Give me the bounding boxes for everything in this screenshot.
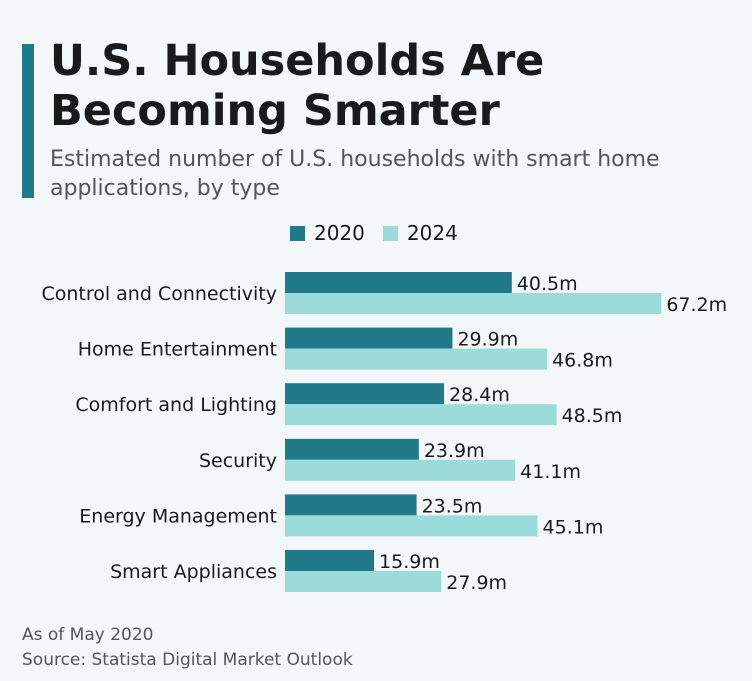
category-label-control-and-connectivity: Control and Connectivity: [41, 283, 277, 305]
legend-swatch-2024: [382, 225, 398, 241]
bar-2024-control-and-connectivity: [285, 293, 662, 314]
category-label-smart-appliances: Smart Appliances: [110, 561, 277, 583]
legend-label-2024: 2024: [406, 221, 458, 245]
value-label-2024-comfort-and-lighting: 48.5m: [562, 405, 623, 427]
value-label-2024-control-and-connectivity: 67.2m: [666, 294, 727, 316]
bar-2020-security: [285, 438, 419, 460]
bar-2024-comfort-and-lighting: [285, 404, 557, 426]
legend-swatch-2020: [290, 225, 305, 241]
chart-legend: 2020 2024: [290, 221, 458, 245]
value-label-2020-control-and-connectivity: 40.5m: [517, 273, 578, 295]
value-label-2024-energy-management: 45.1m: [543, 516, 604, 538]
legend-item-2020: 2020: [290, 221, 365, 245]
chart-footer: As of May 2020 Source: Statista Digital …: [22, 623, 353, 673]
title-accent-bar: [22, 44, 34, 198]
value-label-2020-security: 23.9m: [424, 440, 485, 462]
bar-2024-energy-management: [285, 515, 538, 537]
legend-item-2024: 2024: [382, 221, 458, 245]
category-label-energy-management: Energy Management: [79, 505, 277, 527]
value-label-2020-energy-management: 23.5m: [422, 495, 483, 517]
value-label-2024-security: 41.1m: [520, 461, 581, 483]
value-label-2020-smart-appliances: 15.9m: [379, 551, 440, 573]
bar-2020-home-entertainment: [285, 327, 453, 349]
footnote: As of May 2020: [22, 625, 154, 645]
category-label-comfort-and-lighting: Comfort and Lighting: [75, 394, 277, 416]
source-note: Source: Statista Digital Market Outlook: [22, 650, 353, 670]
value-label-2020-home-entertainment: 29.9m: [457, 329, 518, 351]
bar-2020-comfort-and-lighting: [285, 383, 445, 405]
legend-label-2020: 2020: [314, 221, 365, 245]
bar-2024-smart-appliances: [285, 571, 442, 592]
chart-subtitle: Estimated number of U.S. households with…: [50, 147, 660, 201]
bar-2024-security: [285, 459, 516, 481]
category-label-security: Security: [199, 450, 277, 472]
value-label-2020-comfort-and-lighting: 28.4m: [449, 384, 510, 406]
bar-2024-home-entertainment: [285, 348, 548, 370]
value-label-2024-smart-appliances: 27.9m: [446, 572, 507, 594]
category-label-home-entertainment: Home Entertainment: [78, 339, 277, 361]
chart-title: U.S. Households Are Becoming Smarter: [50, 36, 545, 136]
bar-2020-energy-management: [285, 494, 417, 516]
bar-2020-smart-appliances: [285, 550, 375, 571]
bar-2020-control-and-connectivity: [285, 272, 512, 293]
value-label-2024-home-entertainment: 46.8m: [552, 350, 613, 372]
